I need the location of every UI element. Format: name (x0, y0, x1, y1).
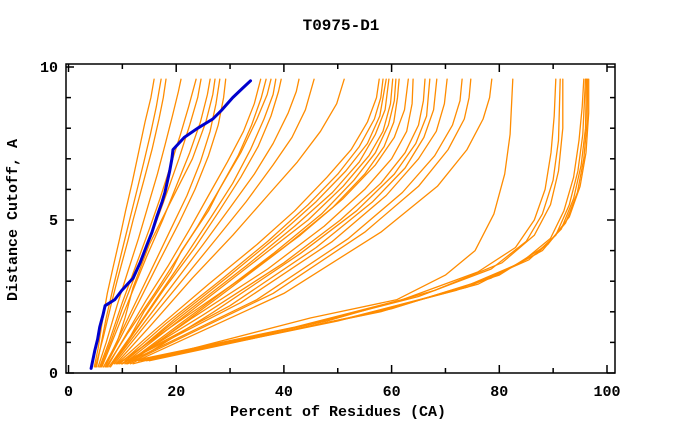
x-tick-label: 60 (383, 384, 401, 401)
data-curve (99, 78, 197, 368)
curves-layer (89, 78, 590, 370)
data-curve (137, 78, 564, 362)
data-curve (135, 78, 431, 362)
data-curve (120, 78, 438, 365)
data-curve (127, 78, 472, 365)
data-curve (102, 78, 216, 368)
x-tick-label: 80 (490, 384, 508, 401)
data-curve (129, 78, 493, 365)
data-curve (115, 78, 345, 365)
y-tick-label: 10 (40, 60, 58, 77)
data-curve (124, 78, 463, 365)
data-curve (127, 78, 394, 362)
data-curve (132, 78, 400, 362)
data-curve (93, 78, 155, 368)
data-curve (145, 78, 590, 362)
data-curve (109, 78, 282, 368)
chart-title: T0975-D1 (303, 17, 380, 35)
data-curve (94, 78, 167, 368)
data-curve (110, 78, 277, 365)
plot-box (65, 63, 616, 374)
data-curve (113, 78, 315, 365)
data-curve (119, 78, 384, 365)
axes-layer: 0 20 40 60 80 100 0 5 10 (40, 60, 621, 401)
data-curve (97, 78, 182, 368)
x-tick-label: 0 (64, 384, 73, 401)
data-curve (128, 78, 426, 362)
data-curve (126, 78, 414, 365)
x-tick-label: 20 (167, 384, 185, 401)
data-curve (121, 78, 387, 365)
data-curve (116, 78, 380, 365)
x-tick-label: 40 (275, 384, 293, 401)
y-tick-label: 0 (49, 366, 58, 383)
x-axis-label: Percent of Residues (CA) (230, 404, 446, 421)
y-tick-label: 5 (49, 213, 58, 230)
y-axis-label: Distance Cutoff, A (5, 139, 22, 301)
data-curve (105, 78, 267, 368)
highlighted-curve (89, 79, 252, 370)
data-curve (112, 78, 300, 365)
data-curve (95, 78, 162, 368)
data-curve (108, 78, 272, 368)
data-curve (132, 78, 557, 362)
data-curve (106, 78, 262, 368)
data-curve (132, 78, 514, 365)
data-curve (121, 78, 448, 365)
x-tick-label: 100 (593, 384, 620, 401)
data-curve (117, 78, 409, 365)
data-curve (124, 78, 390, 362)
